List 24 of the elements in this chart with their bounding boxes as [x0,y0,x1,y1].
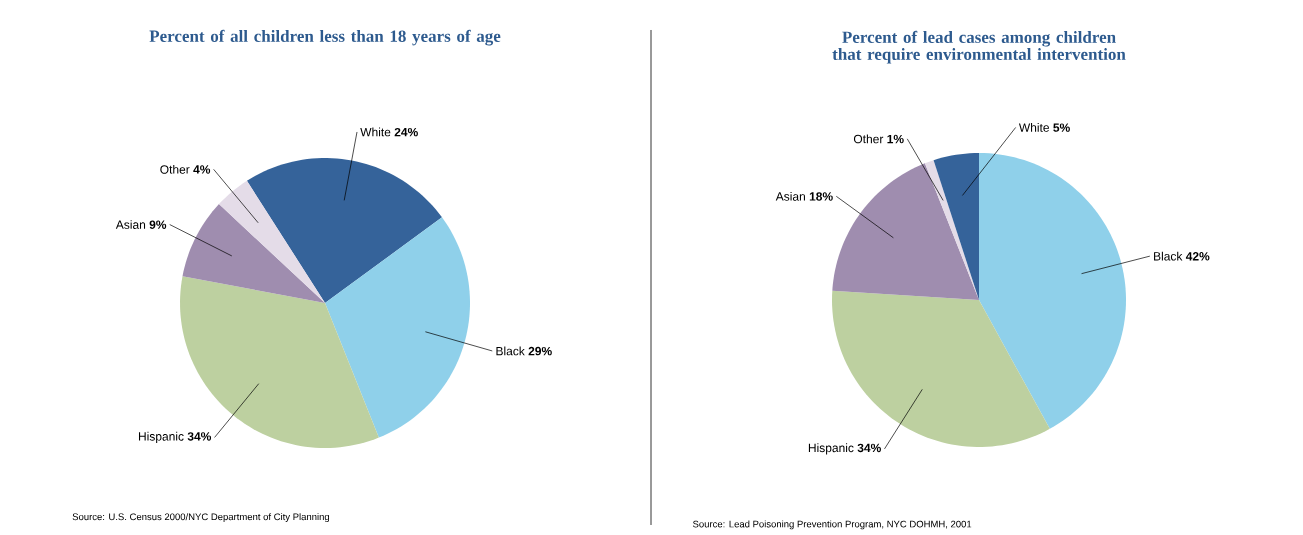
slice-label: Other [160,164,190,174]
data-label: 24% [394,127,418,137]
chart-title: Percent of lead cases among children that require environmental intervention [832,30,1126,64]
data-label: 29% [528,346,552,356]
slice-label: Other [853,134,884,144]
slice-label: White [1018,123,1050,132]
source-note: Source: Lead Poisoning Prevention Program, NYC DOHMH, 2001 [693,520,972,530]
slice-label: Hispanic [808,443,854,455]
data-label: 5% [1053,123,1070,132]
data-label: 4% [193,165,211,174]
slice-label: Hispanic [138,431,184,444]
slice-label: Asian [775,191,805,201]
data-label: 18% [809,192,833,201]
slice-label: White [360,127,391,137]
chart-title: Percent of all children less than 18 years of age [149,29,501,46]
data-label: 34% [187,432,212,441]
slice-label: Black [1154,251,1183,261]
data-label: 34% [857,443,881,453]
data-label: 42% [1185,252,1210,261]
data-label: 9% [149,220,167,229]
slice-label: Asian [115,220,146,229]
slice-label: Black [496,346,525,356]
source-note: Source: U.S. Census 2000/NYC Department of City Planning [72,513,330,523]
data-label: 1% [887,134,904,144]
